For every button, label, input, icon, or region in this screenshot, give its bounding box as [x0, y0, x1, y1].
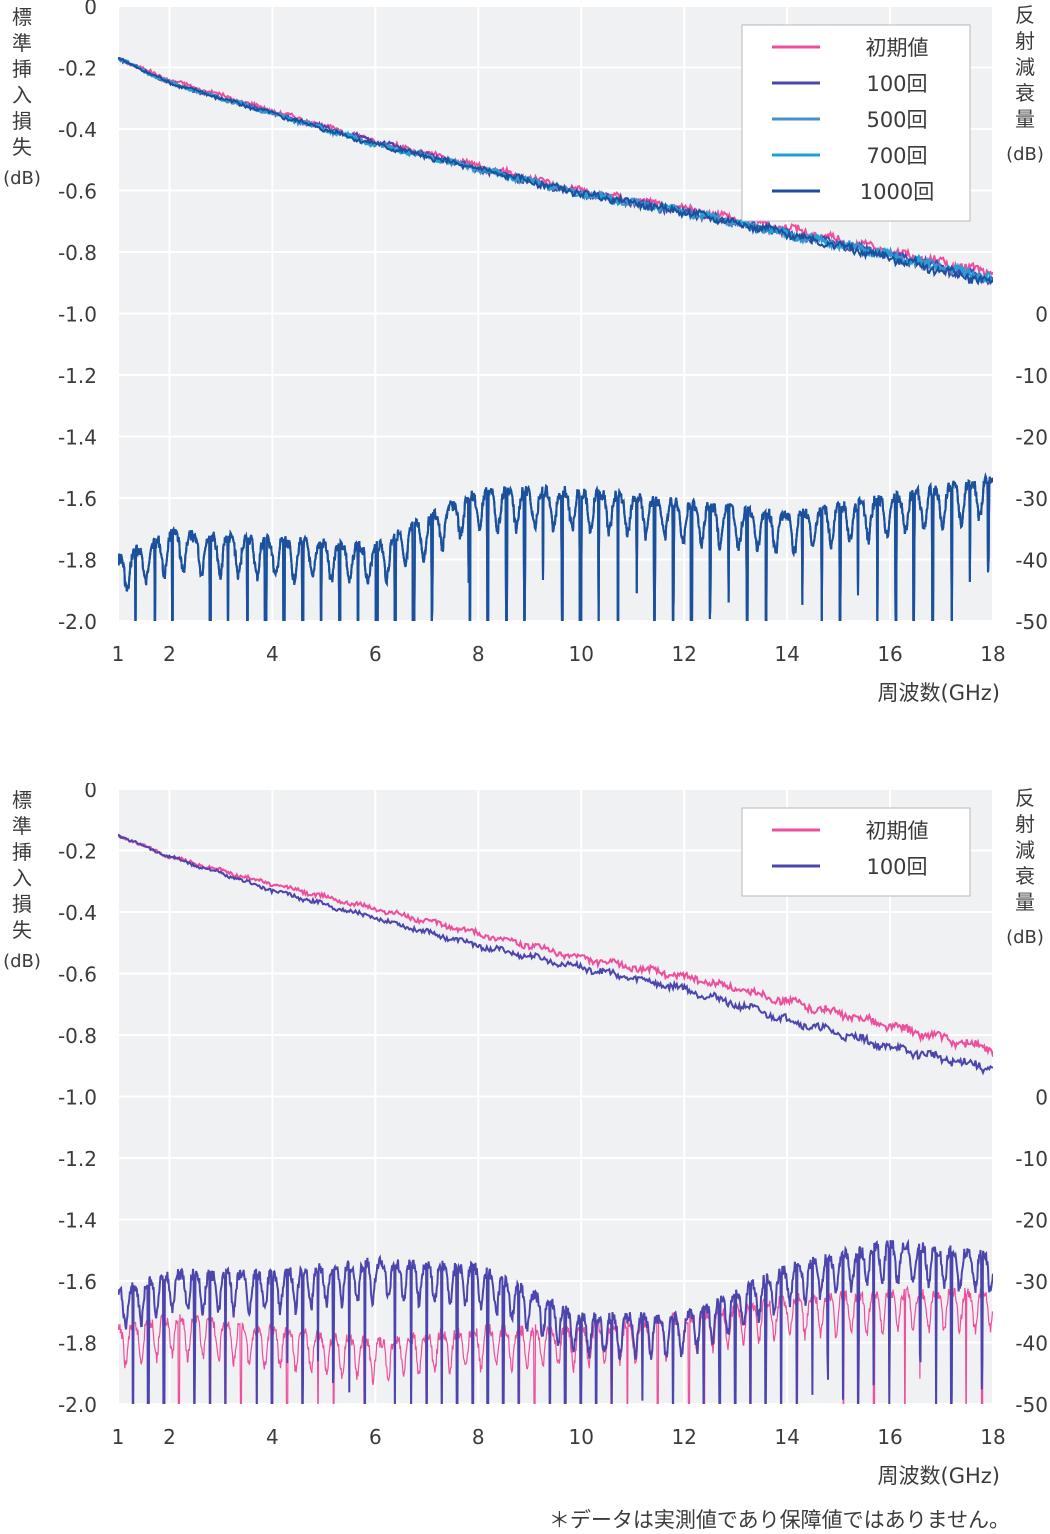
y-left-tick-label: 0 — [84, 0, 97, 19]
x-tick-label: 1 — [112, 642, 125, 666]
insertion-loss-line-1000回 — [118, 57, 993, 286]
y-right-tick-label: 0 — [1035, 1086, 1048, 1110]
x-tick-label: 8 — [472, 1425, 485, 1449]
footnote: ＊データは実測値であり保障値ではありません。 — [548, 1508, 1010, 1532]
y-left-axis-unit: (dB) — [3, 951, 41, 972]
y-left-axis-label: 標準挿入損失 — [12, 5, 32, 159]
y-left-tick-label: -1.6 — [58, 1270, 97, 1294]
y-right-tick-label: -10 — [1015, 1147, 1048, 1171]
y-left-tick-label: -0.6 — [58, 963, 97, 987]
x-tick-label: 4 — [266, 642, 279, 666]
y-right-tick-label: -30 — [1015, 1270, 1048, 1294]
y-right-tick-label: -50 — [1015, 1393, 1048, 1417]
legend: 初期値 100回 — [741, 807, 971, 897]
y-left-tick-label: -0.4 — [58, 118, 97, 142]
y-left-tick-label: -1.2 — [58, 1147, 97, 1171]
x-tick-label: 14 — [774, 642, 799, 666]
y-left-tick-label: -0.2 — [58, 840, 97, 864]
y-left-tick-label: -1.0 — [58, 303, 97, 327]
legend-label: 100回 — [866, 855, 927, 879]
y-left-tick-label: -1.4 — [58, 1209, 97, 1233]
chart-2-svg: 0 -0.2 -0.4 -0.6 -0.8 -1.0 -1.2 -1.4 -1.6 -1.8 -2.… — [3, 778, 1048, 1488]
x-tick-label: 10 — [569, 1425, 594, 1449]
y-left-tick-label: -0.2 — [58, 57, 97, 81]
chart-1: 0 -0.2 -0.4 -0.6 -0.8 -1.0 -1.2 -1.4 -1.6 -1.8 -2.… — [0, 0, 1050, 715]
y-left-axis-label: 標準挿入損失 — [12, 788, 32, 942]
x-tick-label: 6 — [369, 1425, 382, 1449]
legend-label: 100回 — [866, 72, 927, 96]
x-tick-label: 16 — [877, 1425, 902, 1449]
x-tick-label: 10 — [569, 642, 594, 666]
y-left-tick-label: -0.6 — [58, 180, 97, 204]
x-tick-label: 16 — [877, 642, 902, 666]
x-tick-label: 2 — [163, 642, 176, 666]
y-right-axis-unit: (dB) — [1006, 927, 1044, 948]
y-right-axis-label: 反射減衰量 — [1015, 786, 1035, 914]
y-left-tick-label: -2.0 — [58, 610, 97, 634]
x-tick-label: 18 — [980, 642, 1005, 666]
legend-label: 初期値 — [866, 36, 929, 60]
chart-2: 0 -0.2 -0.4 -0.6 -0.8 -1.0 -1.2 -1.4 -1.6 -1.8 -2.… — [0, 778, 1050, 1498]
legend-box — [741, 807, 971, 897]
x-tick-label: 12 — [671, 642, 696, 666]
y-right-tick-label: -30 — [1015, 487, 1048, 511]
series-group — [118, 833, 993, 1404]
y-left-tick-label: -1.2 — [58, 364, 97, 388]
x-tick-label: 6 — [369, 642, 382, 666]
y-right-tick-label: -10 — [1015, 364, 1048, 388]
legend-label: 1000回 — [860, 180, 934, 204]
y-left-tick-label: -1.6 — [58, 487, 97, 511]
y-left-tick-label: -2.0 — [58, 1393, 97, 1417]
x-tick-label: 18 — [980, 1425, 1005, 1449]
y-left-tick-label: -1.4 — [58, 426, 97, 450]
x-tick-label: 12 — [671, 1425, 696, 1449]
y-left-tick-label: -0.8 — [58, 241, 97, 265]
x-tick-label: 1 — [112, 1425, 125, 1449]
y-right-axis-unit: (dB) — [1006, 144, 1044, 165]
y-right-tick-label: 0 — [1035, 303, 1048, 327]
x-axis-label: 周波数(GHz) — [878, 1464, 1000, 1488]
y-right-tick-label: -40 — [1015, 1332, 1048, 1356]
y-right-axis-label: 反射減衰量 — [1015, 3, 1035, 131]
return-loss-line-1000回 — [118, 472, 993, 621]
x-axis-label: 周波数(GHz) — [878, 681, 1000, 705]
x-tick-label: 8 — [472, 642, 485, 666]
return-loss-line-初期値 — [118, 1285, 993, 1404]
legend-label: 500回 — [866, 108, 927, 132]
legend-label: 700回 — [866, 144, 927, 168]
chart-1-svg: 0 -0.2 -0.4 -0.6 -0.8 -1.0 -1.2 -1.4 -1.6 -1.8 -2.… — [3, 0, 1048, 705]
y-left-tick-label: -1.0 — [58, 1086, 97, 1110]
series-group — [118, 56, 993, 621]
y-right-tick-label: -40 — [1015, 549, 1048, 573]
y-left-tick-label: -1.8 — [58, 549, 97, 573]
legend: 初期値 100回 500回 700回 1000回 — [741, 24, 971, 222]
return-loss-line-100回 — [118, 1238, 993, 1404]
legend-box — [741, 24, 971, 222]
insertion-loss-line-100回 — [118, 833, 993, 1076]
y-right-tick-label: -20 — [1015, 426, 1048, 450]
y-right-tick-label: -50 — [1015, 610, 1048, 634]
y-left-tick-label: -0.8 — [58, 1024, 97, 1048]
x-tick-label: 4 — [266, 1425, 279, 1449]
y-left-tick-label: -0.4 — [58, 901, 97, 925]
x-tick-label: 2 — [163, 1425, 176, 1449]
y-left-axis-unit: (dB) — [3, 168, 41, 189]
y-left-tick-label: -1.8 — [58, 1332, 97, 1356]
y-right-tick-label: -20 — [1015, 1209, 1048, 1233]
legend-label: 初期値 — [866, 819, 929, 843]
insertion-loss-line-初期値 — [118, 834, 993, 1057]
y-left-tick-label: 0 — [84, 783, 97, 802]
x-tick-label: 14 — [774, 1425, 799, 1449]
